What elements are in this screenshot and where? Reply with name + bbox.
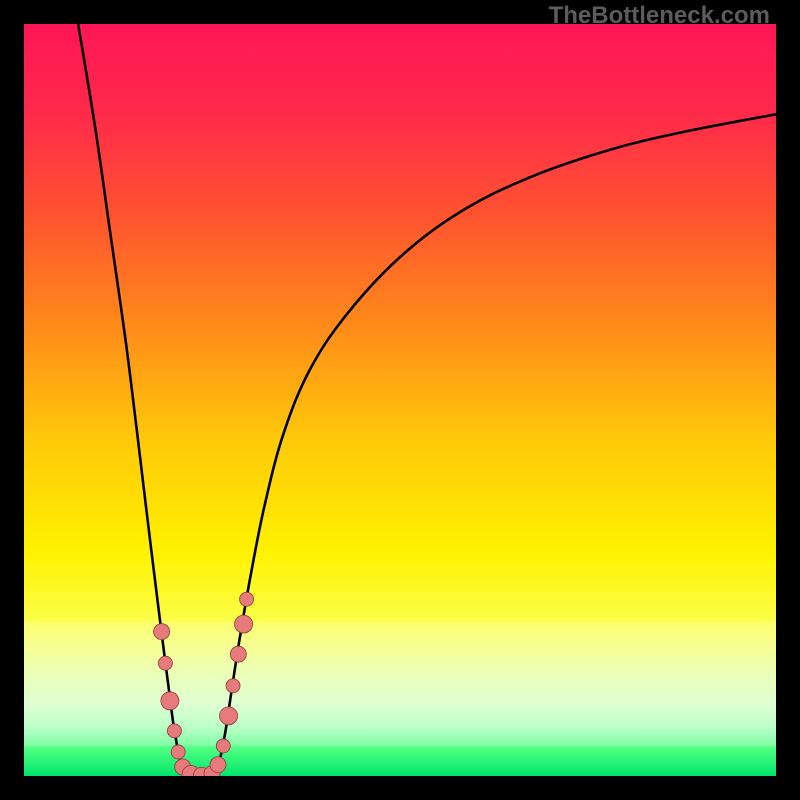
data-marker — [171, 745, 185, 759]
data-marker — [226, 679, 240, 693]
data-marker — [230, 646, 246, 662]
plot-area — [24, 24, 776, 776]
data-marker — [158, 656, 172, 670]
data-marker — [240, 592, 254, 606]
chart-svg — [24, 24, 776, 776]
pale-band — [24, 622, 776, 746]
data-marker — [210, 757, 226, 773]
data-marker — [235, 615, 253, 633]
data-marker — [167, 724, 181, 738]
data-marker — [154, 624, 170, 640]
watermark-text: TheBottleneck.com — [549, 2, 770, 30]
data-marker — [216, 739, 230, 753]
chart-frame: TheBottleneck.com — [0, 0, 800, 800]
data-marker — [161, 692, 179, 710]
data-marker — [220, 707, 238, 725]
